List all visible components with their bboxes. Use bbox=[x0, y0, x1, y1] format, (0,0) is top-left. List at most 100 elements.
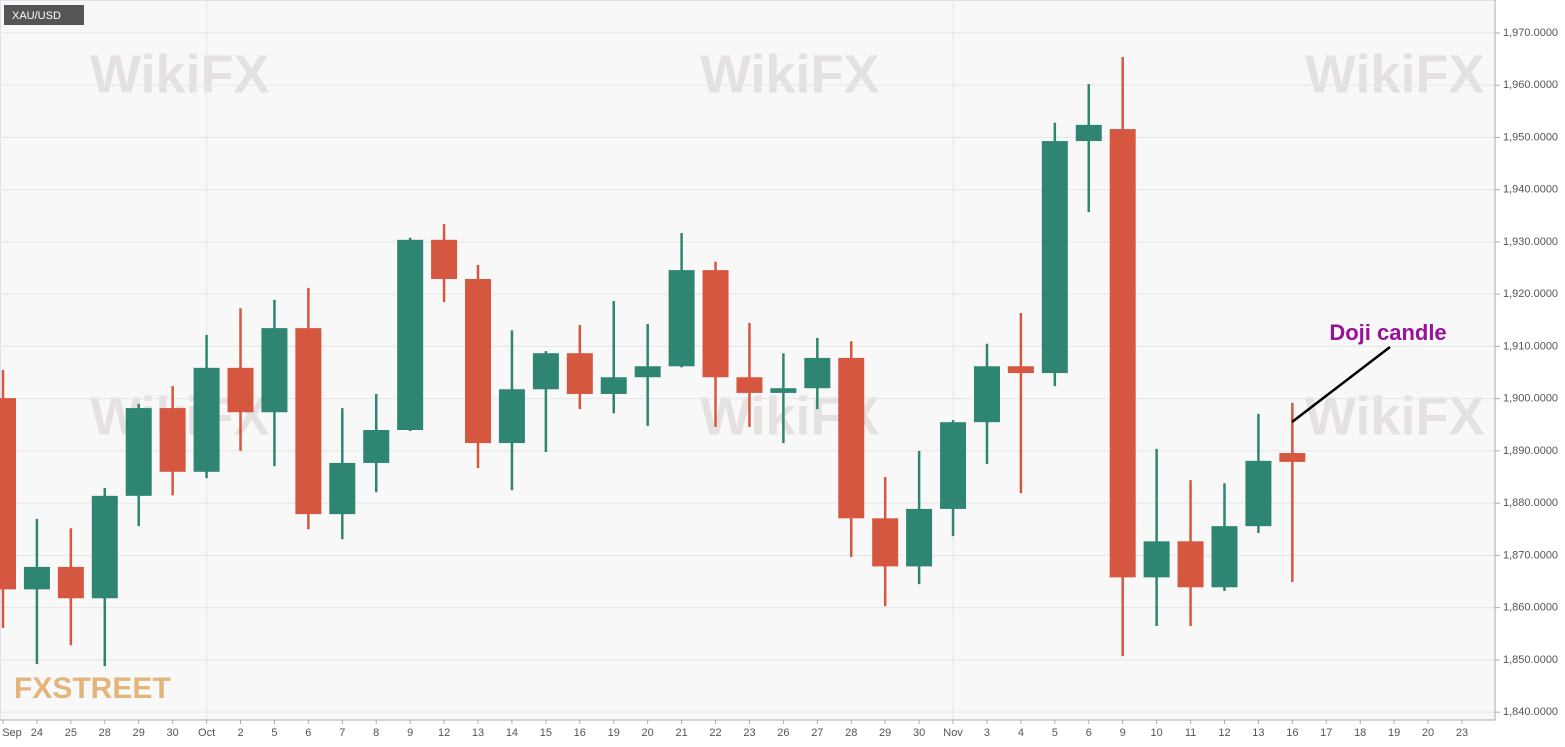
y-tick-label: 1,890.0000 bbox=[1503, 445, 1558, 457]
candle-body bbox=[23, 566, 50, 590]
x-tick-label: 5 bbox=[271, 727, 277, 739]
x-tick-label: 20 bbox=[642, 727, 654, 739]
x-tick-label: 2 bbox=[237, 727, 243, 739]
x-tick-label: 16 bbox=[1286, 727, 1298, 739]
x-tick-label: 14 bbox=[506, 727, 518, 739]
x-tick-label: 8 bbox=[373, 727, 379, 739]
watermark: WikiFX bbox=[1305, 44, 1485, 104]
y-tick-label: 1,930.0000 bbox=[1503, 236, 1558, 248]
y-tick-label: 1,960.0000 bbox=[1503, 79, 1558, 91]
x-tick-label: 17 bbox=[1320, 727, 1332, 739]
symbol-tag bbox=[4, 5, 84, 25]
candle-body bbox=[193, 367, 220, 472]
x-tick-label: 28 bbox=[99, 727, 111, 739]
y-tick-label: 1,970.0000 bbox=[1503, 27, 1558, 39]
x-tick-label: 9 bbox=[407, 727, 413, 739]
y-tick-label: 1,910.0000 bbox=[1503, 340, 1558, 352]
candle-body bbox=[1177, 541, 1204, 588]
candle-body bbox=[1245, 460, 1272, 527]
x-tick-label: 23 bbox=[743, 727, 755, 739]
x-tick-label: 7 bbox=[339, 727, 345, 739]
logo: FXSTREET bbox=[14, 672, 171, 705]
candle-body bbox=[940, 422, 967, 509]
candle-body bbox=[1007, 366, 1034, 374]
x-tick-label: 29 bbox=[133, 727, 145, 739]
candle-body bbox=[1109, 129, 1136, 578]
candle-body bbox=[838, 357, 865, 519]
x-tick-label: 26 bbox=[777, 727, 789, 739]
y-tick-label: 1,940.0000 bbox=[1503, 184, 1558, 196]
symbol: XAU/USD bbox=[12, 10, 61, 22]
x-tick-label: 3 bbox=[984, 727, 990, 739]
x-tick-label: Sep bbox=[2, 727, 22, 739]
candle-body bbox=[770, 388, 797, 393]
candle-body bbox=[57, 566, 84, 599]
candle-body bbox=[431, 239, 458, 280]
candle-body bbox=[363, 430, 390, 463]
x-tick-label: 13 bbox=[472, 727, 484, 739]
x-tick-label: 12 bbox=[438, 727, 450, 739]
watermark: WikiFX bbox=[700, 44, 880, 104]
candle-body bbox=[668, 270, 695, 367]
candle-body bbox=[295, 328, 322, 515]
y-tick-label: 1,870.0000 bbox=[1503, 549, 1558, 561]
x-tick-label: 27 bbox=[811, 727, 823, 739]
x-tick-label: 19 bbox=[608, 727, 620, 739]
x-tick-label: 10 bbox=[1150, 727, 1162, 739]
candle-body bbox=[0, 398, 16, 590]
y-tick-label: 1,920.0000 bbox=[1503, 288, 1558, 300]
x-tick-label: 24 bbox=[31, 727, 43, 739]
annotation-arrow bbox=[1291, 346, 1391, 423]
x-tick-label: 11 bbox=[1185, 727, 1196, 739]
candle-body bbox=[1075, 124, 1102, 142]
x-tick-label: 28 bbox=[845, 727, 857, 739]
x-tick-label: 21 bbox=[675, 727, 687, 739]
y-tick-label: 1,860.0000 bbox=[1503, 602, 1558, 614]
plot-area bbox=[0, 0, 1496, 721]
candle-body bbox=[1143, 541, 1170, 578]
candle-body bbox=[634, 366, 661, 378]
y-tick-label: 1,950.0000 bbox=[1503, 131, 1558, 143]
candle-body bbox=[532, 353, 559, 390]
x-tick-label: 22 bbox=[709, 727, 721, 739]
x-tick-label: 4 bbox=[1018, 727, 1024, 739]
candle-body bbox=[906, 508, 933, 567]
y-tick-label: 1,840.0000 bbox=[1503, 706, 1558, 718]
x-tick-label: 6 bbox=[1086, 727, 1092, 739]
x-tick-label: 20 bbox=[1422, 727, 1434, 739]
candle-body bbox=[566, 353, 593, 394]
x-tick-label: 29 bbox=[879, 727, 891, 739]
x-tick-label: 30 bbox=[167, 727, 179, 739]
x-tick-label: 15 bbox=[540, 727, 552, 739]
x-tick-label: Nov bbox=[943, 727, 963, 739]
x-tick-label: 16 bbox=[574, 727, 586, 739]
candle-body bbox=[804, 357, 831, 389]
candle-body bbox=[973, 366, 1000, 423]
x-tick-label: 12 bbox=[1218, 727, 1230, 739]
x-tick-label: Oct bbox=[198, 727, 215, 739]
x-tick-label: 6 bbox=[305, 727, 311, 739]
watermark: WikiFX bbox=[1305, 386, 1485, 446]
annotation: Doji candle bbox=[1329, 320, 1446, 345]
watermark: WikiFX bbox=[90, 44, 270, 104]
y-tick-label: 1,900.0000 bbox=[1503, 393, 1558, 405]
candle-body bbox=[1211, 526, 1238, 588]
candle-body bbox=[159, 408, 186, 472]
x-tick-label: 13 bbox=[1252, 727, 1264, 739]
candle-body bbox=[498, 389, 525, 444]
candle-body bbox=[227, 367, 254, 413]
candle-body bbox=[1279, 453, 1306, 462]
candle-body bbox=[329, 462, 356, 515]
x-tick-label: 30 bbox=[913, 727, 925, 739]
candle-body bbox=[702, 270, 729, 378]
candle-body bbox=[91, 495, 118, 599]
x-tick-label: 23 bbox=[1456, 727, 1468, 739]
y-tick-label: 1,850.0000 bbox=[1503, 654, 1558, 666]
x-tick-label: 18 bbox=[1354, 727, 1366, 739]
candle-body bbox=[736, 377, 763, 393]
candle-body bbox=[261, 328, 288, 413]
candle-body bbox=[465, 279, 492, 444]
candle-body bbox=[872, 518, 899, 567]
x-tick-label: 5 bbox=[1052, 727, 1058, 739]
